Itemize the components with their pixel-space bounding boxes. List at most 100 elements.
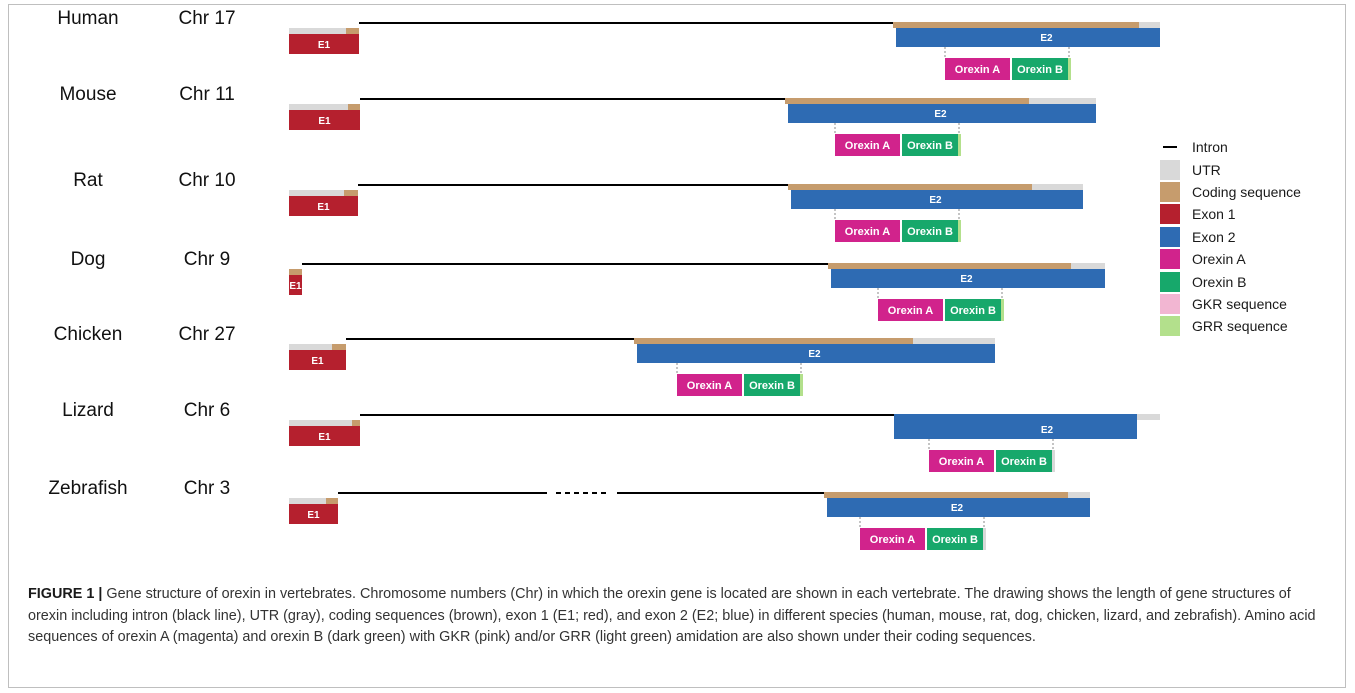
exon1-coding — [332, 344, 346, 350]
exon1-utr — [289, 498, 338, 504]
orexin-a-box — [835, 220, 900, 242]
orexin-a-box — [835, 134, 900, 156]
amidation-mark — [1068, 58, 1071, 80]
orexin-b-label: Orexin B — [907, 140, 953, 152]
legend-swatch — [1163, 146, 1177, 149]
legend-label: GRR sequence — [1192, 318, 1288, 335]
exon1-label: E1 — [318, 432, 331, 443]
legend-item: UTR — [1160, 158, 1340, 180]
exon1-box — [289, 275, 302, 295]
amidation-mark — [800, 374, 803, 396]
amidation-mark — [983, 528, 986, 550]
exon2-box — [637, 344, 995, 363]
exon2-box — [831, 269, 1105, 288]
exon1-box — [289, 196, 358, 216]
exon1-label: E1 — [311, 356, 324, 367]
gene-row-chicken: Chicken Chr 27 E1 E2 Orexin A Orexin B — [54, 324, 995, 396]
exon1-utr — [289, 420, 360, 426]
gene-row-human: Human Chr 17 E1 E2 Orexin A Orexin B — [57, 8, 1160, 80]
legend-item: Exon 2 — [1160, 226, 1340, 248]
species-name: Chicken — [54, 324, 123, 345]
exon1-utr — [289, 190, 358, 196]
orexin-b-box — [996, 450, 1052, 472]
gene-row-rat: Rat Chr 10 E1 E2 Orexin A Orexin B — [73, 170, 1083, 242]
exon1-utr — [289, 104, 360, 110]
chromosome-label: Chr 27 — [178, 324, 235, 345]
exon2-box — [791, 190, 1083, 209]
orexin-b-box — [1012, 58, 1068, 80]
legend-swatch — [1160, 181, 1180, 202]
exon1-coding — [326, 498, 338, 504]
amidation-mark — [1052, 450, 1055, 472]
orexin-b-box — [927, 528, 983, 550]
orexin-a-box — [929, 450, 994, 472]
amidation-mark — [1001, 299, 1004, 321]
orexin-a-label: Orexin A — [687, 380, 732, 392]
legend-item: Orexin B — [1160, 270, 1340, 292]
chromosome-label: Chr 11 — [179, 84, 235, 105]
exon2-coding — [785, 98, 1029, 104]
amidation-mark — [958, 220, 961, 242]
orexin-b-label: Orexin B — [1001, 456, 1047, 468]
legend-label: UTR — [1192, 161, 1221, 178]
exon1-utr — [289, 344, 346, 350]
exon2-box — [894, 414, 1137, 439]
orexin-a-label: Orexin A — [955, 64, 1000, 76]
chromosome-label: Chr 3 — [184, 478, 230, 499]
chromosome-label: Chr 9 — [184, 249, 230, 270]
species-name: Human — [57, 8, 118, 29]
exon2-utr — [1137, 414, 1160, 420]
figure-caption: FIGURE 1 | Gene structure of orexin in v… — [28, 584, 1328, 649]
amidation-mark — [958, 134, 961, 156]
orexin-b-box — [945, 299, 1001, 321]
orexin-a-label: Orexin A — [888, 305, 933, 317]
orexin-a-label: Orexin A — [939, 456, 984, 468]
exon1-coding — [348, 104, 360, 110]
exon1-box — [289, 426, 360, 446]
orexin-b-box — [902, 220, 958, 242]
species-name: Lizard — [62, 400, 114, 421]
legend-label: Orexin B — [1192, 273, 1247, 290]
orexin-b-label: Orexin B — [1017, 64, 1063, 76]
legend: Intron UTR Coding sequence Exon 1 Exon 2 Orex… — [1160, 136, 1340, 338]
gene-structure-diagram: Human Chr 17 E1 E2 Orexin A Orexin B Mouse Chr … — [48, 8, 1160, 550]
gene-row-dog: Dog Chr 9 E1 E2 Orexin A Orexin B — [71, 249, 1105, 321]
chromosome-label: Chr 17 — [178, 8, 235, 29]
exon1-coding — [352, 420, 360, 426]
legend-swatch — [1160, 226, 1180, 247]
orexin-b-label: Orexin B — [749, 380, 795, 392]
species-name: Zebrafish — [48, 478, 127, 499]
exon2-coding — [824, 492, 1068, 498]
gene-row-lizard: Lizard Chr 6 E1 E2 Orexin A Orexin B — [62, 400, 1160, 472]
exon2-label: E2 — [951, 503, 964, 514]
orexin-b-box — [902, 134, 958, 156]
exon1-label: E1 — [289, 281, 302, 292]
exon1-box — [289, 350, 346, 370]
chromosome-label: Chr 6 — [184, 400, 230, 421]
exon2-label: E2 — [934, 109, 947, 120]
exon1-label: E1 — [318, 40, 331, 51]
caption-text: Gene structure of orexin in vertebrates.… — [28, 586, 1316, 645]
exon2-label: E2 — [960, 274, 973, 285]
exon1-box — [289, 110, 360, 130]
legend-label: Exon 2 — [1192, 228, 1236, 245]
species-name: Rat — [73, 170, 103, 191]
legend-label: GKR sequence — [1192, 295, 1287, 312]
legend-item: Coding sequence — [1160, 181, 1340, 203]
legend-item: GRR sequence — [1160, 315, 1340, 337]
exon1-label: E1 — [318, 116, 331, 127]
legend-swatch — [1160, 293, 1180, 314]
legend-item: Intron — [1160, 136, 1340, 158]
exon1-box — [289, 34, 359, 54]
exon1-box — [289, 504, 338, 524]
exon2-box — [827, 498, 1090, 517]
legend-swatch — [1160, 249, 1180, 270]
exon2-label: E2 — [808, 349, 821, 360]
legend-label: Orexin A — [1192, 251, 1246, 268]
legend-swatch — [1160, 159, 1180, 180]
orexin-b-box — [744, 374, 800, 396]
exon1-coding — [344, 190, 358, 196]
exon2-coding — [828, 263, 1071, 269]
exon1-label: E1 — [307, 510, 320, 521]
exon2-coding — [788, 184, 1032, 190]
